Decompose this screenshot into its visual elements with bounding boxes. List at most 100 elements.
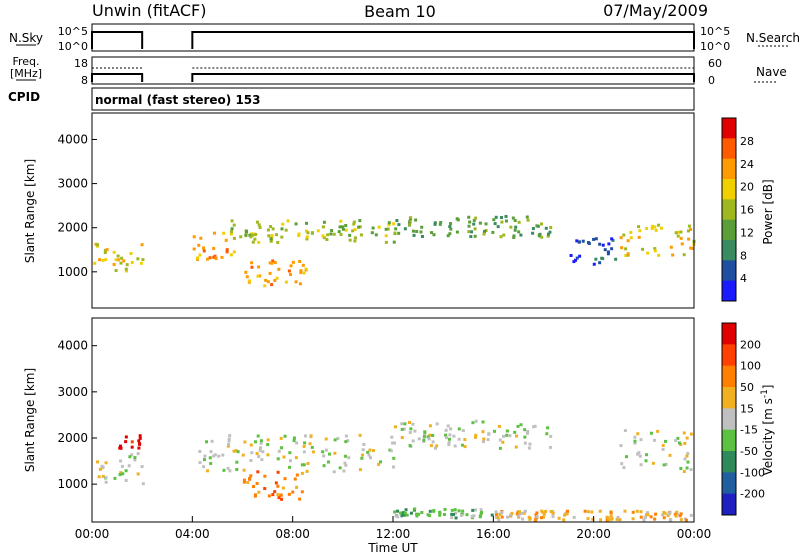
data-cell: [208, 456, 212, 460]
colorbar-tick-label: -15: [740, 424, 758, 437]
y-tick-label: 3000: [57, 385, 88, 399]
data-cell: [119, 459, 123, 463]
data-cell: [339, 233, 343, 237]
data-cell: [486, 438, 490, 442]
data-cell: [242, 480, 246, 484]
data-cell: [119, 444, 123, 448]
data-cell: [289, 272, 293, 276]
data-cell: [303, 441, 307, 445]
data-cell: [252, 485, 256, 489]
data-cell: [269, 237, 273, 241]
data-cell: [101, 474, 105, 478]
data-cell: [473, 234, 477, 238]
data-cell: [498, 446, 502, 450]
data-cell: [514, 445, 518, 449]
data-cell: [651, 461, 655, 465]
data-cell: [352, 222, 356, 226]
data-cell: [339, 219, 343, 223]
data-cell: [512, 235, 516, 239]
data-cell: [271, 227, 275, 231]
data-cell: [397, 223, 401, 227]
data-cell: [527, 446, 531, 450]
data-cell: [619, 444, 623, 448]
noise-left-label: N.Sky: [9, 31, 43, 45]
data-cell: [510, 511, 514, 515]
data-cell: [653, 225, 657, 229]
data-cell: [583, 509, 587, 513]
x-tick-label: 04:00: [175, 527, 210, 541]
data-cell: [283, 477, 287, 481]
data-cell: [212, 246, 216, 250]
data-cell: [482, 232, 486, 236]
power-scatter: [93, 214, 696, 288]
data-cell: [321, 234, 325, 238]
frequency-left-label-1: Freq.: [12, 55, 39, 68]
data-cell: [400, 513, 404, 517]
date-title: 07/May/2009: [603, 1, 708, 20]
data-cell: [114, 269, 118, 273]
data-cell: [472, 514, 476, 518]
colorbar-swatch: [722, 118, 736, 139]
data-cell: [257, 265, 261, 269]
data-cell: [679, 518, 683, 522]
data-cell: [592, 262, 596, 266]
data-cell: [586, 241, 590, 245]
velocity-y-axis: 1000 2000 3000 4000: [57, 339, 97, 491]
data-cell: [140, 465, 144, 469]
data-cell: [581, 239, 585, 243]
data-cell: [224, 238, 228, 242]
colorbar-swatch: [722, 240, 736, 261]
data-cell: [669, 245, 673, 249]
noise-panel-frame: [91, 23, 695, 52]
data-cell: [199, 236, 203, 240]
data-cell: [360, 456, 364, 460]
data-cell: [535, 224, 539, 228]
data-cell: [267, 234, 271, 238]
colorbar-tick-label: 4: [740, 272, 747, 285]
y-tick-label: 1000: [57, 477, 88, 491]
data-cell: [220, 255, 224, 259]
data-cell: [502, 233, 506, 237]
data-cell: [408, 430, 412, 434]
data-cell: [517, 220, 521, 224]
data-cell: [399, 511, 403, 515]
data-cell: [447, 443, 451, 447]
data-cell: [214, 256, 218, 260]
data-cell: [413, 429, 417, 433]
data-cell: [292, 439, 296, 443]
data-cell: [685, 454, 689, 458]
data-cell: [197, 243, 201, 247]
data-cell: [562, 518, 566, 522]
data-cell: [280, 227, 284, 231]
data-cell: [459, 513, 463, 517]
data-cell: [572, 260, 576, 264]
y-tick-label: 3000: [57, 177, 88, 191]
data-cell: [610, 247, 614, 251]
data-cell: [120, 464, 124, 468]
data-cell: [679, 236, 683, 240]
data-cell: [137, 439, 141, 443]
data-cell: [517, 514, 521, 518]
data-cell: [136, 257, 140, 261]
frequency-right-tick-bottom: 0: [708, 74, 715, 87]
data-cell: [533, 424, 537, 428]
data-cell: [631, 517, 635, 521]
data-cell: [253, 493, 257, 497]
data-cell: [546, 234, 550, 238]
data-cell: [104, 476, 108, 480]
data-cell: [321, 225, 325, 229]
data-cell: [95, 243, 99, 247]
data-cell: [291, 490, 295, 494]
data-cell: [449, 222, 453, 226]
data-cell: [352, 220, 356, 224]
data-cell: [565, 512, 569, 516]
data-cell: [422, 438, 426, 442]
data-cell: [305, 237, 309, 241]
data-cell: [622, 233, 626, 237]
data-cell: [520, 511, 524, 515]
data-cell: [442, 513, 446, 517]
data-cell: [444, 436, 448, 440]
power-y-axis-label: Slant Range [km]: [23, 159, 37, 263]
data-cell: [478, 514, 482, 518]
x-tick-label: 00:00: [677, 527, 712, 541]
